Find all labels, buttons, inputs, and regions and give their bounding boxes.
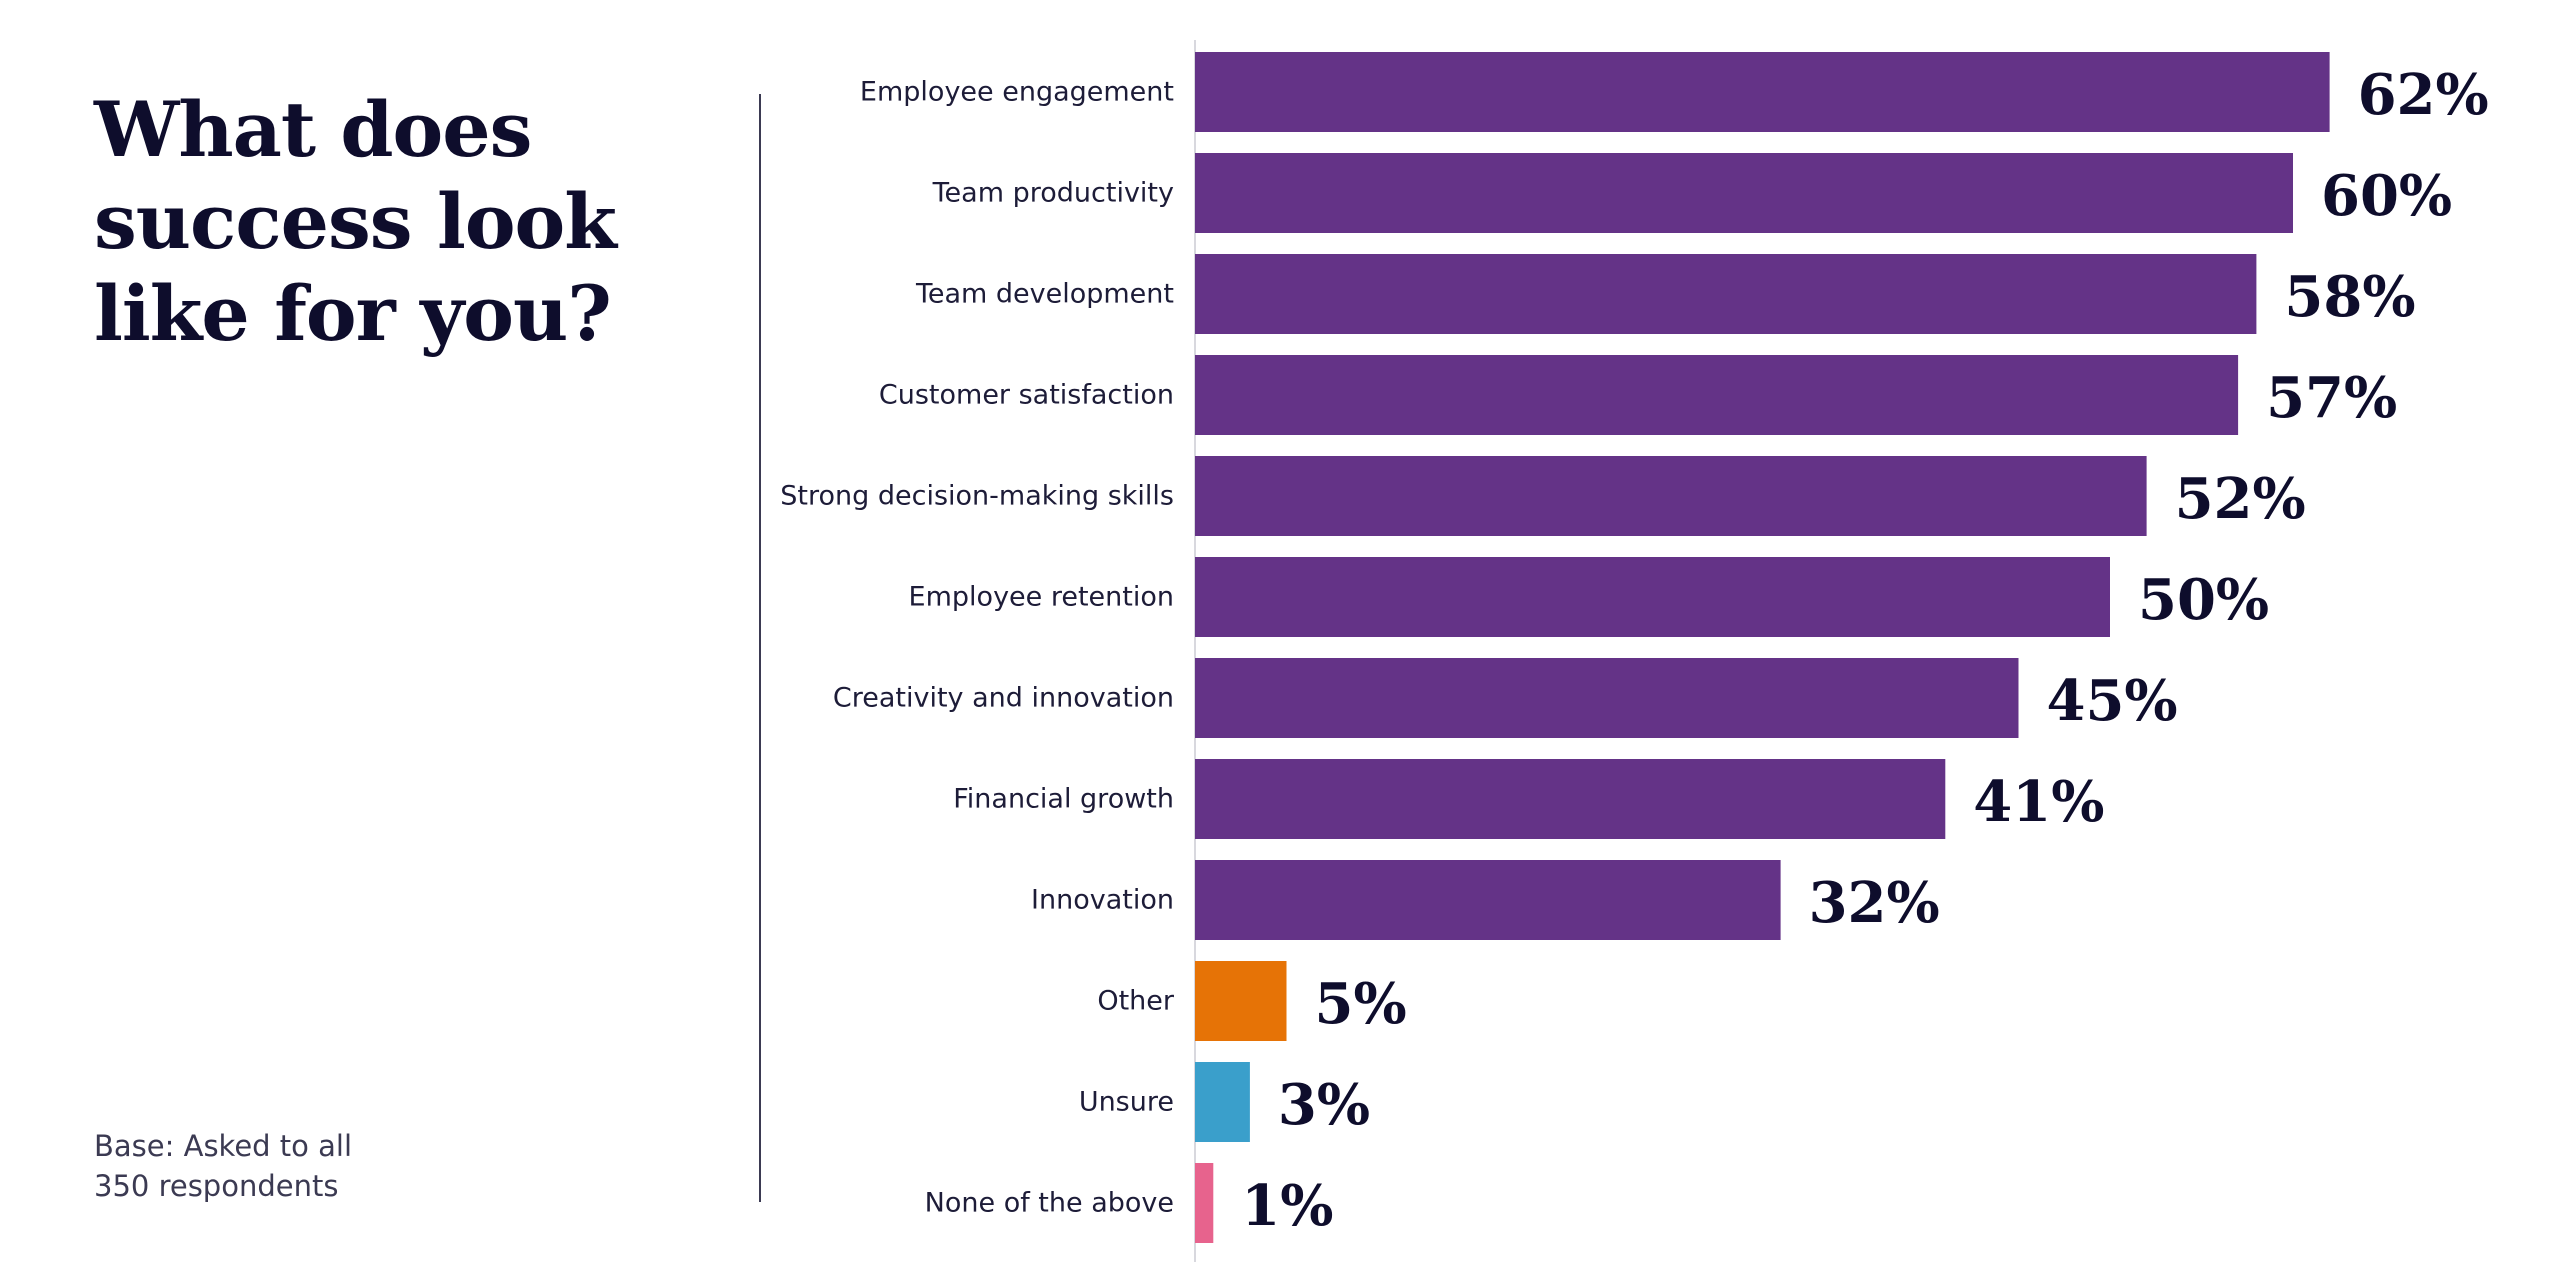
category-label-7: Creativity and innovation [833, 683, 1174, 714]
bar-6 [1195, 557, 2110, 637]
base-note: Base: Asked to all 350 respondents [94, 1126, 594, 1206]
bars-group [1195, 52, 2330, 1243]
value-label-10: 5% [1315, 971, 1407, 1037]
bar-5 [1195, 456, 2147, 536]
title-line-2: success look [94, 177, 617, 266]
category-label-6: Employee retention [909, 582, 1174, 613]
value-label-2: 60% [2321, 163, 2452, 229]
value-label-5: 52% [2175, 466, 2306, 532]
category-labels-group: Employee engagement Team productivity Team… [780, 77, 1175, 1219]
bar-2 [1195, 153, 2293, 233]
value-label-9: 32% [1809, 870, 1940, 936]
category-label-10: Other [1097, 986, 1175, 1017]
bar-10 [1195, 961, 1287, 1041]
value-labels-group: 62% 60% 58% 57% 52% 50% 45% 41% 32% 5% 3% 1% [1241, 62, 2488, 1239]
value-label-6: 50% [2138, 567, 2269, 633]
title-line-3: like for you? [94, 269, 612, 358]
bar-12 [1195, 1163, 1214, 1243]
chart-title: What does success look like for you? [94, 84, 694, 360]
value-label-3: 58% [2284, 264, 2415, 330]
bar-7 [1195, 658, 2019, 738]
category-label-12: None of the above [925, 1188, 1174, 1219]
bar-1 [1195, 52, 2330, 132]
category-label-8: Financial growth [953, 784, 1174, 815]
category-label-5: Strong decision-making skills [780, 481, 1174, 512]
category-label-4: Customer satisfaction [879, 380, 1174, 411]
vertical-divider [759, 94, 761, 1202]
base-note-line-1: Base: Asked to all [94, 1129, 352, 1163]
category-label-1: Employee engagement [860, 77, 1174, 108]
value-label-4: 57% [2266, 365, 2397, 431]
category-label-2: Team productivity [932, 178, 1174, 209]
value-label-1: 62% [2358, 62, 2489, 128]
title-line-1: What does [94, 85, 532, 174]
bar-11 [1195, 1062, 1250, 1142]
bar-9 [1195, 860, 1781, 940]
base-note-line-2: 350 respondents [94, 1169, 339, 1203]
category-label-3: Team development [915, 279, 1174, 310]
value-label-12: 1% [1241, 1173, 1333, 1239]
bar-4 [1195, 355, 2239, 435]
value-label-11: 3% [1278, 1072, 1370, 1138]
bar-3 [1195, 254, 2257, 334]
bar-8 [1195, 759, 1946, 839]
category-label-11: Unsure [1079, 1087, 1174, 1118]
category-label-9: Innovation [1031, 885, 1174, 916]
value-label-7: 45% [2047, 668, 2178, 734]
value-label-8: 41% [1973, 769, 2104, 835]
